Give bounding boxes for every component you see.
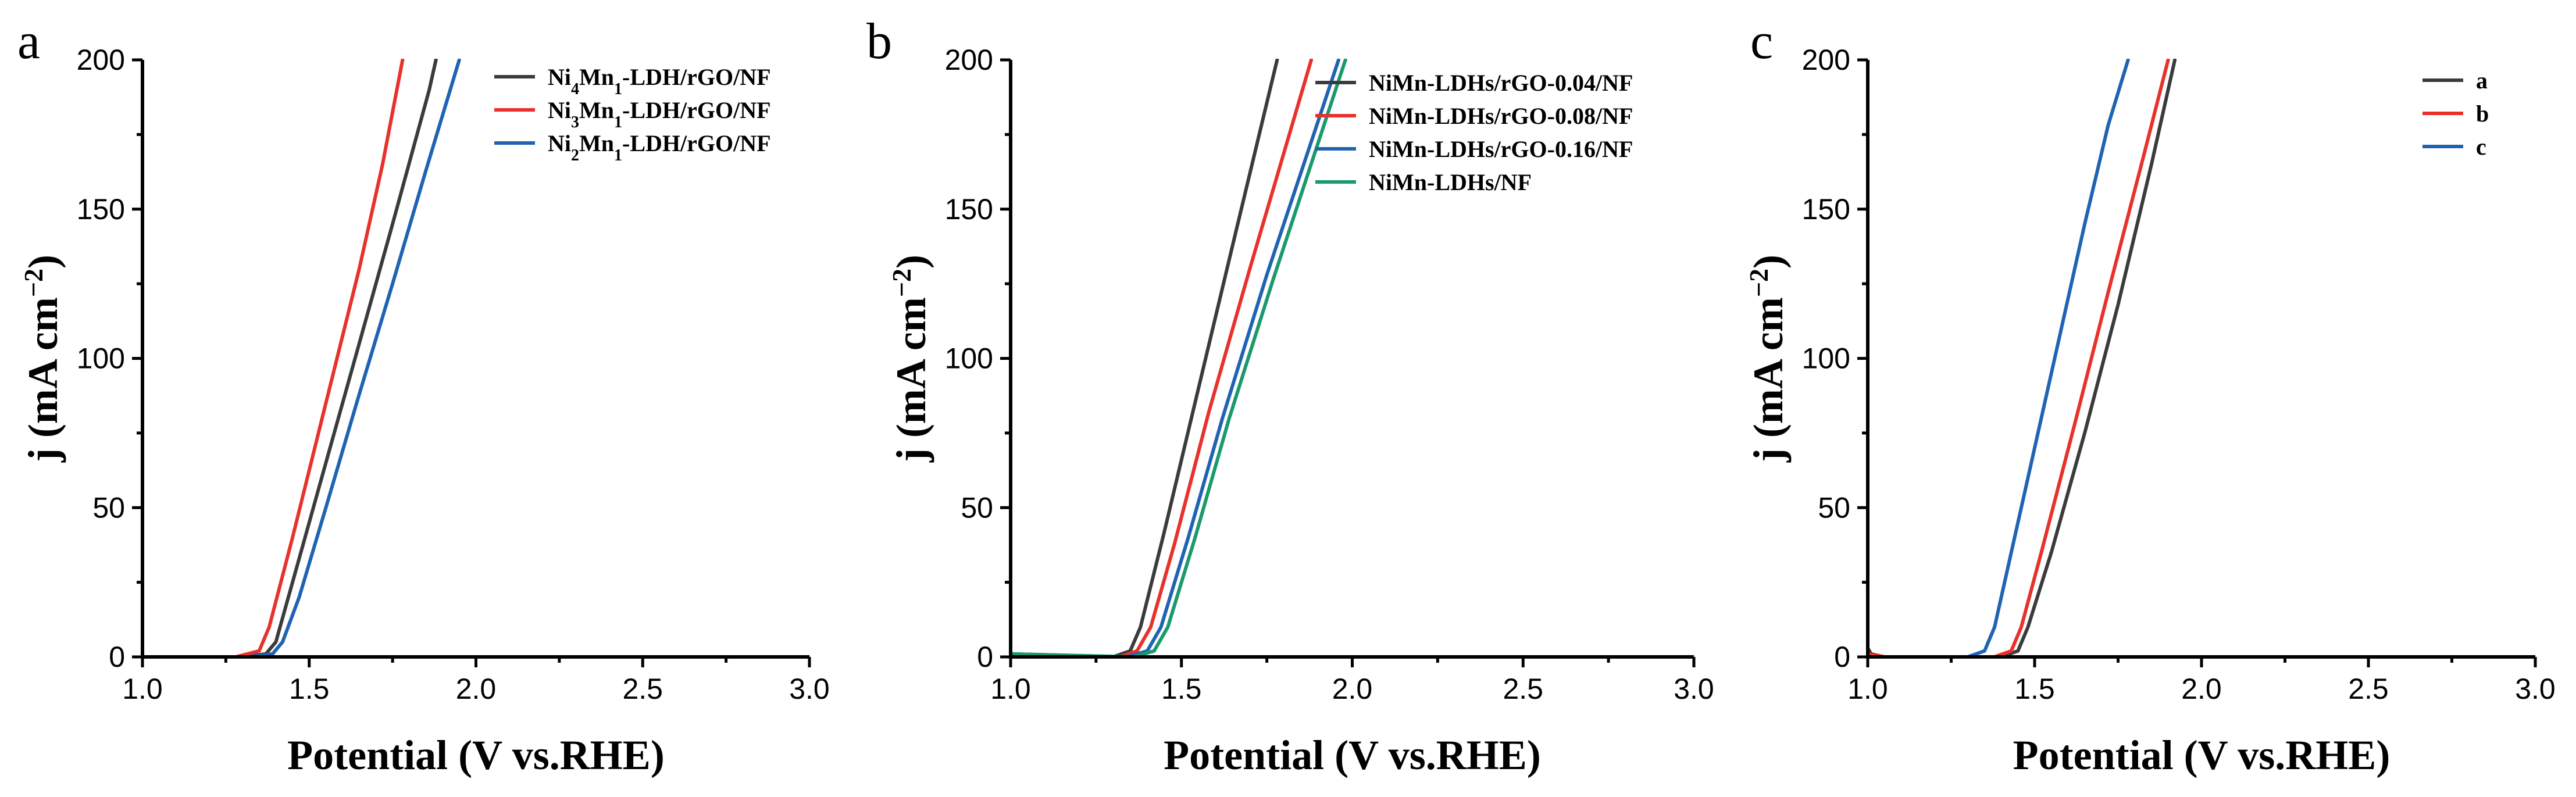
legend-text-part: NiMn-LDHs/NF [1369,169,1532,195]
legend-text-part: a [2476,67,2488,94]
x-axis-title: Potential (V vs.RHE) [287,732,665,778]
legend-entry-2: b [2476,101,2489,127]
legend: NiMn-LDHs/rGO-0.04/NF NiMn-LDHs/rGO-0.08/… [1315,70,1633,195]
y-tick-label: 0 [977,641,993,673]
x-tick-label: 1.0 [1847,673,1888,705]
y-tick-label: 150 [1802,193,1850,226]
x-tick-label: 2.0 [1332,673,1373,705]
legend-subscript: 1 [614,80,622,98]
panel-label: c [1750,13,1773,70]
legend-text-part: b [2476,101,2489,127]
legend-entry-1: NiMn-LDHs/rGO-0.04/NF [1369,70,1633,96]
x-axis-title: Potential (V vs.RHE) [1164,732,1541,778]
legend-entry-2: NiMn-LDHs/rGO-0.08/NF [1369,103,1633,129]
y-tick-label: 200 [77,44,125,76]
legend-text-part: NiMn-LDHs/rGO-0.16/NF [1369,136,1633,162]
x-axis-title: Potential (V vs.RHE) [2013,732,2391,778]
y-axis-title-text: j (mA cm [888,297,934,463]
legend-entry-3: c [2476,134,2486,160]
legend-text-part: Ni [548,97,571,123]
y-axis-title: j (mA cm−2) [887,255,935,463]
legend-text-part: -LDH/rGO/NF [622,97,771,123]
y-tick-label: 150 [77,193,125,226]
series-line-3 [1011,59,1340,657]
legend: abc [2422,67,2489,160]
legend-subscript: 1 [614,146,622,165]
x-tick-label: 1.0 [990,673,1031,705]
x-tick-label: 1.5 [2014,673,2055,705]
y-tick-label: 200 [1802,44,1850,76]
chart-panel-b: 1.0 1.5 2.0 2.5 3.0 0 50 100 150 200 Potential (V … [866,13,1714,778]
x-tick-label: 2.5 [622,673,663,705]
x-tick-label: 3.0 [789,673,830,705]
legend-entry-3: NiMn-LDHs/rGO-0.16/NF [1369,136,1633,162]
legend-entry-2: Ni3Mn1-LDH/rGO/NF [548,97,771,131]
y-tick-label: 0 [1834,641,1850,673]
chart-panel-c: 1.0 1.5 2.0 2.5 3.0 0 50 100 150 200 Potential (V … [1744,13,2556,778]
y-axis-title-paren: ) [20,255,66,269]
y-axis-title: j (mA cm−2) [19,255,67,463]
chart-panel-a: 1.0 1.5 2.0 2.5 3.0 0 50 100 150 200 Potential (V … [17,13,830,778]
y-axis-title: j (mA cm−2) [1744,255,1792,463]
x-tick-label: 2.5 [1503,673,1543,705]
y-axis-title-exponent: −2 [887,269,916,297]
legend-text-part: Ni [548,64,571,90]
series-line-2 [1868,59,2170,657]
y-axis-title-exponent: −2 [1744,269,1774,297]
legend-text-part: Mn [579,64,614,90]
series-line-1 [1868,59,2177,657]
series-line-1 [1011,59,1279,657]
legend-text-part: c [2476,134,2486,160]
legend-entry-4: NiMn-LDHs/NF [1369,169,1532,195]
series-line-2 [1011,59,1313,657]
x-tick-label: 2.0 [2181,673,2222,705]
y-axis-title-paren: ) [888,255,934,269]
legend-entry-3: Ni2Mn1-LDH/rGO/NF [548,130,771,165]
series-line-2 [142,59,405,657]
legend-text-part: NiMn-LDHs/rGO-0.08/NF [1369,103,1633,129]
panel-label: a [17,13,40,70]
y-axis-title-text: j (mA cm [1745,297,1792,463]
legend-subscript: 4 [571,80,579,98]
y-tick-label: 50 [961,491,993,524]
y-axis-title-exponent: −2 [19,269,48,297]
y-tick-label: 50 [1818,491,1850,524]
legend-subscript: 1 [614,113,622,131]
y-tick-label: 100 [945,342,993,375]
legend-text-part: Mn [579,130,614,156]
y-axis-title-paren: ) [1745,255,1792,269]
legend: Ni4Mn1-LDH/rGO/NFNi3Mn1-LDH/rGO/NFNi2Mn1… [494,64,771,165]
y-tick-label: 50 [92,491,125,524]
y-tick-label: 100 [1802,342,1850,375]
y-tick-label: 100 [77,342,125,375]
legend-text-part: Ni [548,130,571,156]
y-tick-label: 150 [945,193,993,226]
legend-subscript: 3 [571,113,579,131]
legend-entry-1: a [2476,67,2488,94]
x-tick-label: 1.5 [289,673,330,705]
legend-text-part: NiMn-LDHs/rGO-0.04/NF [1369,70,1633,96]
y-axis-title-text: j (mA cm [20,297,66,463]
legend-subscript: 2 [571,146,579,165]
y-tick-label: 0 [109,641,125,673]
x-tick-label: 3.0 [2515,673,2556,705]
panel-label: b [866,13,892,70]
legend-text-part: -LDH/rGO/NF [622,130,771,156]
legend-text-part: -LDH/rGO/NF [622,64,771,90]
x-tick-label: 2.0 [456,673,497,705]
x-tick-label: 1.0 [122,673,163,705]
x-tick-label: 1.5 [1161,673,1202,705]
legend-text-part: Mn [579,97,614,123]
legend-entry-1: Ni4Mn1-LDH/rGO/NF [548,64,771,98]
series-line-3 [1868,59,2130,657]
x-tick-label: 2.5 [2348,673,2389,705]
x-tick-label: 3.0 [1674,673,1714,705]
series-line-1 [142,59,438,657]
y-tick-label: 200 [945,44,993,76]
